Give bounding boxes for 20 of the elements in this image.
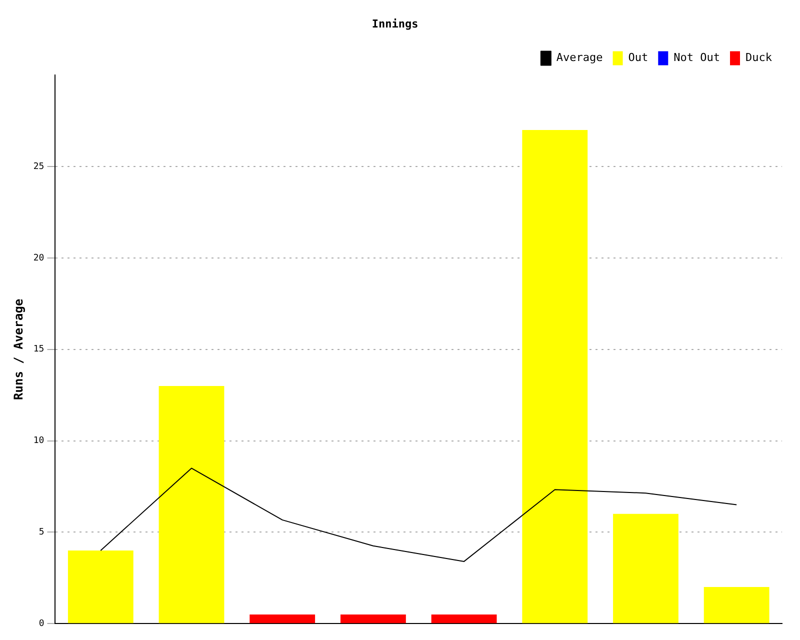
bar bbox=[158, 386, 224, 624]
bar bbox=[250, 614, 316, 624]
chart-title: Innings bbox=[372, 17, 418, 30]
bar bbox=[613, 514, 678, 624]
legend-label: Duck bbox=[746, 51, 772, 64]
y-tick-label: 0 bbox=[38, 618, 44, 629]
legend-label: Not Out bbox=[674, 51, 720, 64]
y-axis-title: Runs / Average bbox=[11, 298, 26, 400]
y-tick-label: 25 bbox=[33, 162, 44, 172]
bar bbox=[68, 550, 134, 624]
bar bbox=[704, 587, 770, 624]
legend-label: Out bbox=[628, 51, 648, 64]
bar bbox=[522, 130, 588, 624]
y-tick-label: 15 bbox=[33, 344, 44, 355]
legend-label: Average bbox=[556, 51, 603, 64]
bar bbox=[431, 614, 497, 624]
y-tick-label: 10 bbox=[33, 436, 44, 446]
y-tick-label: 20 bbox=[33, 253, 44, 264]
y-tick-label: 5 bbox=[38, 528, 44, 538]
bar bbox=[340, 614, 406, 624]
